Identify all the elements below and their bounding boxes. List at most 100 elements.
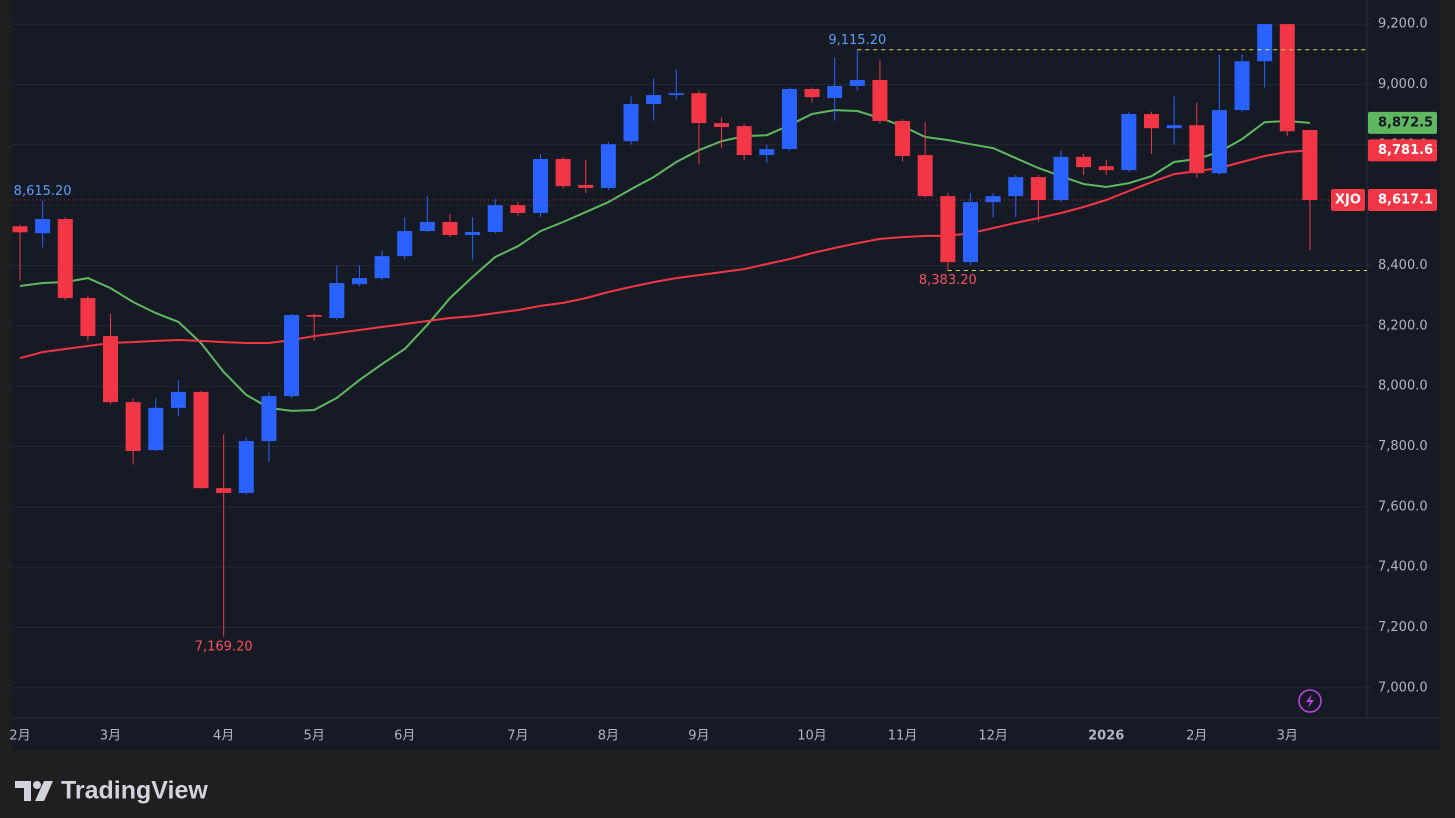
marker-label: 9,115.20 — [828, 33, 886, 48]
y-tick-label: 8,000.0 — [1378, 379, 1428, 394]
y-tick-label: 7,600.0 — [1378, 499, 1428, 514]
candle-body — [895, 120, 911, 156]
candle-body — [57, 219, 73, 299]
candle-body — [510, 205, 526, 213]
y-tick-label: 7,400.0 — [1378, 560, 1428, 575]
y-tick-label: 9,200.0 — [1378, 17, 1428, 32]
candle-body — [487, 205, 503, 232]
candle-body — [532, 158, 548, 213]
price-label-box — [1368, 188, 1437, 211]
candle-body — [306, 314, 322, 317]
candle-body — [170, 391, 186, 408]
x-tick-label: 3月 — [1277, 729, 1298, 744]
candle-body — [962, 202, 978, 263]
logo-v — [35, 781, 53, 801]
candle-body — [1257, 24, 1273, 62]
x-tick-label: 4月 — [213, 729, 234, 744]
candle-body — [397, 231, 413, 257]
brand-name: TradingView — [61, 777, 208, 805]
candle-body — [849, 79, 865, 86]
x-tick-label: 2月 — [1186, 729, 1207, 744]
candle-body — [193, 391, 209, 489]
x-tick-label: 5月 — [304, 729, 325, 744]
candle-body — [759, 149, 775, 156]
candle-body — [781, 88, 797, 150]
x-tick-label: 9月 — [688, 729, 709, 744]
candle-body — [872, 79, 888, 121]
moving-average-line — [19, 109, 1310, 412]
candle-body — [329, 282, 345, 318]
price-label-box — [1368, 139, 1437, 162]
candle-body — [578, 184, 594, 188]
candle-body — [148, 407, 164, 451]
price-label: 8,781.6 — [1378, 143, 1433, 158]
x-tick-label: 3月 — [100, 729, 121, 744]
x-tick-label: 6月 — [394, 729, 415, 744]
x-tick-label: 2月 — [9, 729, 30, 744]
lightning-icon[interactable] — [1298, 689, 1322, 713]
y-tick-label: 8,200.0 — [1378, 318, 1428, 333]
candle-body — [555, 158, 571, 187]
lightning-bolt — [1306, 694, 1314, 708]
x-tick-label: 11月 — [888, 729, 918, 744]
moving-average-line — [19, 149, 1310, 360]
symbol-box — [1331, 188, 1365, 211]
logo-t — [15, 781, 31, 801]
candle-body — [125, 402, 141, 452]
candle-body — [804, 88, 820, 98]
price-label: 8,872.5 — [1378, 115, 1433, 130]
candle-body — [419, 222, 435, 232]
candle-body — [80, 298, 96, 337]
price-label-box — [1368, 111, 1437, 134]
brand-logo — [15, 781, 53, 801]
candle-body — [1189, 125, 1205, 174]
candle-body — [35, 219, 51, 234]
candle-body — [1279, 24, 1295, 132]
grid — [12, 23, 1367, 689]
y-tick-label: 8,400.0 — [1378, 258, 1428, 273]
candle-body — [827, 85, 843, 99]
candle-body — [940, 196, 956, 263]
x-tick-label: 2026 — [1088, 729, 1124, 744]
candle-body — [985, 196, 1001, 203]
candle-body — [103, 336, 119, 403]
candle-body — [261, 396, 277, 442]
candle-body — [216, 488, 232, 493]
candle-body — [646, 95, 662, 105]
candle-body — [1302, 130, 1318, 200]
candle-body — [1030, 177, 1046, 201]
candle-body — [1008, 177, 1024, 197]
candle-body — [600, 144, 616, 188]
candle-body — [374, 256, 390, 279]
logo-dot — [33, 781, 41, 789]
candle-body — [284, 314, 300, 397]
marker-label: 8,383.20 — [919, 273, 977, 288]
marker-label: 8,615.20 — [14, 184, 72, 199]
symbol-label: XJO — [1335, 192, 1361, 207]
candle-body — [736, 126, 752, 156]
candle-body — [12, 226, 28, 233]
x-tick-label: 7月 — [507, 729, 528, 744]
y-tick-label: 7,200.0 — [1378, 620, 1428, 635]
candle-body — [623, 104, 639, 142]
candle-body — [1053, 156, 1069, 201]
marker-label: 7,169.20 — [195, 639, 253, 654]
candle-body — [714, 123, 730, 128]
candle-body — [917, 155, 933, 197]
candle-body — [1234, 61, 1250, 111]
candle-body — [1211, 110, 1227, 174]
candle-body — [1098, 166, 1114, 171]
candle-body — [668, 93, 684, 96]
x-tick-label: 8月 — [598, 729, 619, 744]
y-tick-label: 7,800.0 — [1378, 439, 1428, 454]
axes: 7,000.0 7,200.0 7,400.0 7,600.0 7,800.0 8,000… — [9, 17, 1437, 744]
price-label: 8,617.1 — [1378, 192, 1433, 207]
y-tick-label: 9,000.0 — [1378, 77, 1428, 92]
candle-body — [1076, 156, 1092, 168]
candle-body — [1166, 125, 1182, 129]
x-tick-label: 12月 — [978, 729, 1008, 744]
candle-body — [465, 231, 481, 236]
candle-body — [351, 278, 367, 285]
